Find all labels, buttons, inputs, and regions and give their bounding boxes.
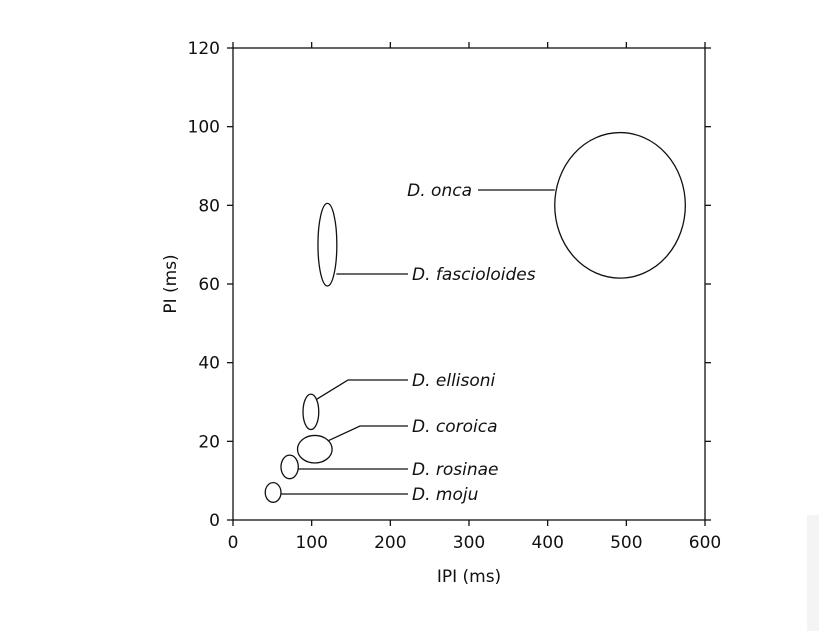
species-label: D. rosinae bbox=[412, 460, 499, 480]
species-ellipse bbox=[302, 393, 320, 431]
x-tick-label: 500 bbox=[610, 533, 642, 553]
leader-line bbox=[327, 425, 408, 442]
x-tick-label: 0 bbox=[228, 533, 239, 553]
species-ellipse bbox=[280, 454, 299, 480]
y-tick-label: 40 bbox=[198, 354, 220, 374]
species-ellipse bbox=[317, 202, 338, 287]
species-label: D. coroica bbox=[412, 417, 498, 437]
x-tick-label: 100 bbox=[295, 533, 327, 553]
tick-group: 0 100 200 300 400 500 600 0 20 40 60 80 100 120 bbox=[188, 39, 722, 553]
species-ellipse bbox=[554, 131, 686, 279]
species-ellipse bbox=[296, 434, 333, 464]
y-tick-label: 80 bbox=[198, 196, 220, 216]
x-tick-label: 300 bbox=[453, 533, 485, 553]
y-tick-label: 0 bbox=[209, 511, 220, 531]
ellipse-group bbox=[264, 131, 686, 503]
y-axis-title: PI (ms) bbox=[161, 254, 181, 313]
y-tick-label: 120 bbox=[188, 39, 220, 59]
x-tick-label: 400 bbox=[531, 533, 563, 553]
y-tick-label: 60 bbox=[198, 275, 220, 295]
x-tick-label: 200 bbox=[374, 533, 406, 553]
species-label: D. moju bbox=[412, 485, 479, 505]
species-label: D. ellisoni bbox=[412, 371, 496, 391]
leader-line bbox=[316, 379, 408, 400]
species-label: D. fascioloides bbox=[412, 265, 536, 285]
x-tick-label: 600 bbox=[689, 533, 721, 553]
species-ellipse bbox=[264, 481, 282, 503]
y-tick-label: 100 bbox=[188, 118, 220, 138]
x-axis-title: IPI (ms) bbox=[437, 567, 501, 587]
species-label-group: D. onca D. fascioloides D. ellisoni D. coro… bbox=[280, 181, 555, 505]
y-tick-label: 20 bbox=[198, 432, 220, 452]
edge-strip bbox=[807, 515, 819, 631]
species-label: D. onca bbox=[407, 181, 472, 201]
